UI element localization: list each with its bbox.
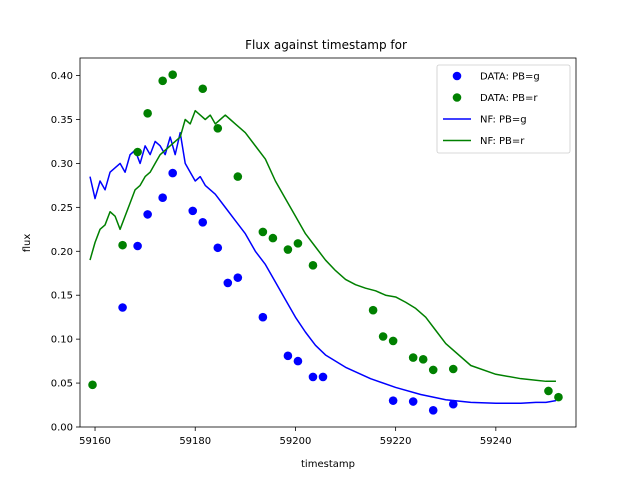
data-point-g <box>448 399 458 409</box>
y-axis-label: flux <box>22 234 33 253</box>
data-point-r <box>308 261 318 270</box>
y-tick-label: 0.00 <box>51 423 73 434</box>
data-point-r <box>118 240 127 250</box>
data-point-r <box>233 172 243 181</box>
legend: DATA: PB=g DATA: PB=r NF: PB=g NF: PB=r <box>436 64 571 154</box>
data-point-r <box>168 70 177 79</box>
data-point-r <box>268 233 278 243</box>
data-point-g <box>428 406 438 415</box>
data-point-r <box>258 227 268 237</box>
data-point-r <box>213 123 223 133</box>
data-point-r <box>198 84 208 94</box>
data-point-g <box>233 273 243 282</box>
data-point-g <box>308 372 318 382</box>
data-point-r <box>544 386 553 396</box>
legend-marker <box>452 71 462 81</box>
data-point-r <box>428 365 438 375</box>
series-line-nf-r <box>89 109 556 383</box>
legend-label: DATA: PB=g <box>480 72 540 83</box>
y-tick-label: 0.05 <box>51 379 73 390</box>
y-tick-label: 0.10 <box>51 335 73 346</box>
data-point-r <box>143 109 152 118</box>
data-point-g <box>213 243 223 253</box>
data-point-r <box>368 305 378 315</box>
data-point-r <box>293 239 303 248</box>
x-tick-label: 59180 <box>179 436 211 447</box>
data-point-g <box>223 278 233 288</box>
data-point-g <box>283 351 293 361</box>
data-point-r <box>418 355 428 364</box>
data-point-r <box>388 336 398 346</box>
y-tick-label: 0.25 <box>51 203 73 214</box>
x-tick-label: 59240 <box>480 436 512 447</box>
x-tick-label: 59200 <box>280 436 312 447</box>
legend-box <box>436 64 571 154</box>
series-line-nf-g <box>89 131 557 405</box>
legend-label: DATA: PB=r <box>480 93 538 104</box>
data-point-r <box>448 364 458 374</box>
data-point-r <box>408 353 418 362</box>
legend-label: NF: PB=r <box>480 136 525 147</box>
data-point-r <box>378 332 388 341</box>
data-point-g <box>158 193 167 202</box>
legend-marker <box>452 93 462 102</box>
data-point-g <box>388 396 398 405</box>
data-point-g <box>318 372 328 382</box>
data-point-r <box>88 380 97 390</box>
y-tick-label: 0.40 <box>51 71 73 82</box>
legend-label: NF: PB=g <box>480 115 527 126</box>
axes-frame <box>79 57 577 428</box>
chart-title: Flux against timestamp for <box>245 38 407 52</box>
y-tick-label: 0.15 <box>51 291 73 302</box>
data-point-g <box>118 303 127 312</box>
data-point-r <box>133 147 142 157</box>
data-point-g <box>168 168 177 178</box>
data-point-g <box>198 217 208 227</box>
data-point-r <box>158 76 167 86</box>
y-tick-label: 0.35 <box>51 115 73 126</box>
data-point-g <box>188 206 198 216</box>
x-tick-label: 59220 <box>380 436 412 447</box>
plot-area: 59160 59180 59200 59220 59240 0.00 0.05 0.10 0.1… <box>51 57 577 447</box>
data-point-g <box>293 356 303 366</box>
data-point-g <box>143 210 152 219</box>
x-tick-label: 59160 <box>79 436 111 447</box>
y-tick-label: 0.30 <box>51 159 73 170</box>
data-point-r <box>554 392 563 402</box>
x-axis-label: timestamp <box>301 459 355 470</box>
data-point-g <box>133 241 142 251</box>
data-point-g <box>258 312 268 322</box>
data-point-g <box>408 397 418 406</box>
y-tick-label: 0.20 <box>51 247 73 258</box>
data-point-r <box>283 245 293 254</box>
